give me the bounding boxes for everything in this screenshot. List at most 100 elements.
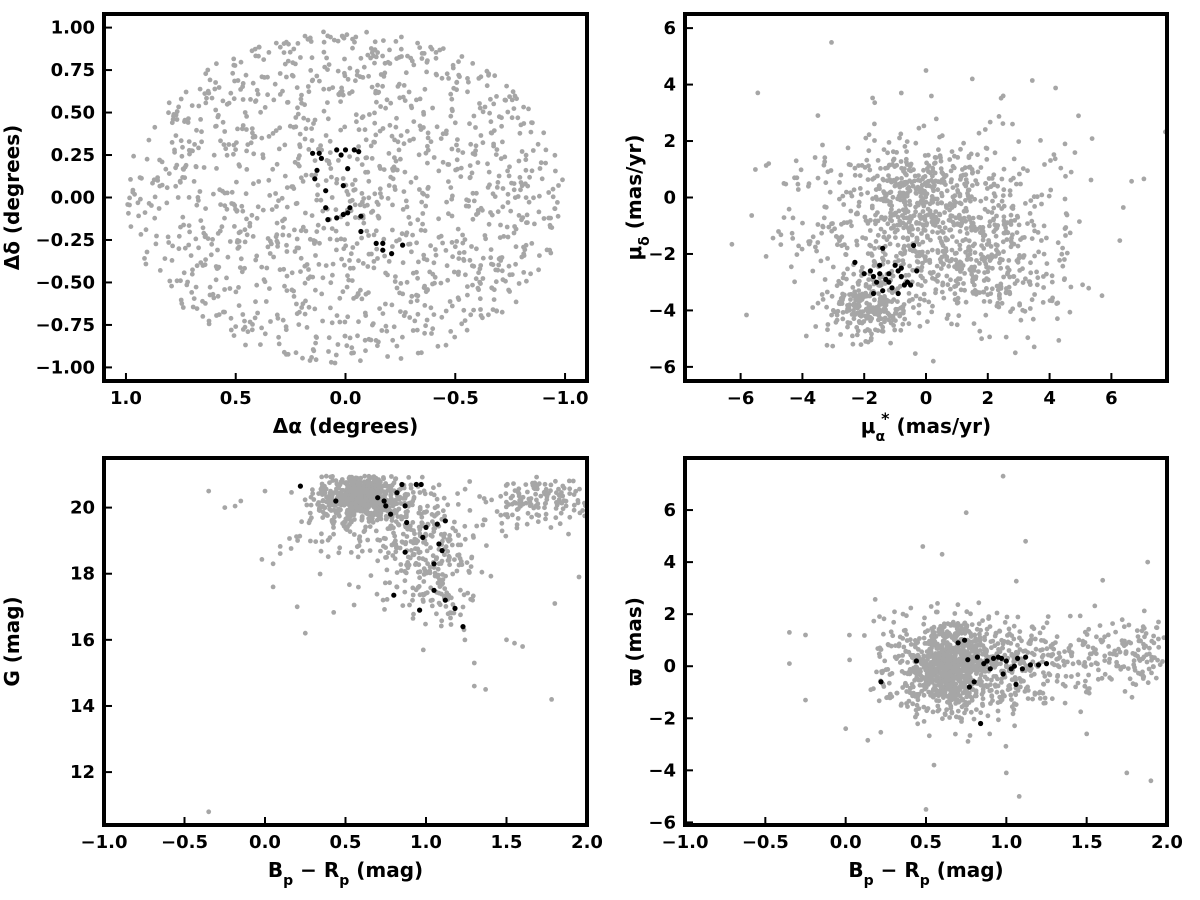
field-point: [216, 312, 222, 317]
field-point: [965, 650, 971, 656]
field-point: [333, 228, 339, 234]
field-point: [911, 305, 916, 310]
field-point: [149, 203, 154, 208]
field-point: [222, 190, 228, 196]
field-point: [444, 263, 450, 269]
member-point: [880, 288, 886, 294]
field-point: [1017, 301, 1022, 307]
field-point: [1038, 138, 1043, 143]
field-point: [281, 266, 287, 272]
field-point: [125, 202, 131, 207]
field-point: [284, 242, 289, 248]
x-tick-label: 2: [982, 388, 995, 409]
field-point: [321, 49, 327, 55]
field-point: [155, 175, 161, 181]
field-point: [404, 230, 410, 236]
field-point: [968, 256, 974, 262]
field-point: [521, 104, 526, 110]
field-point: [382, 253, 387, 259]
field-point: [495, 267, 501, 273]
field-point: [437, 47, 443, 53]
field-point: [326, 349, 331, 354]
field-point: [348, 550, 354, 555]
field-point: [987, 688, 993, 694]
field-point: [543, 147, 549, 153]
field-point: [502, 154, 508, 160]
field-point: [326, 502, 332, 508]
field-point: [242, 227, 248, 233]
field-point: [967, 668, 973, 674]
field-point: [483, 687, 488, 692]
field-point: [193, 236, 199, 242]
field-point: [869, 331, 874, 337]
field-point: [345, 515, 351, 521]
field-point: [425, 130, 431, 136]
field-point: [995, 700, 1001, 705]
field-point: [981, 233, 986, 239]
field-point: [433, 247, 438, 252]
field-point: [896, 258, 901, 263]
field-point: [834, 312, 840, 318]
field-point: [510, 89, 516, 95]
field-point: [255, 91, 261, 97]
field-point: [273, 40, 279, 46]
field-point: [535, 519, 541, 525]
field-point: [359, 514, 365, 519]
field-point: [958, 680, 964, 686]
field-point: [514, 522, 520, 528]
field-point: [477, 296, 483, 302]
field-point: [307, 358, 313, 363]
field-point: [977, 641, 983, 647]
field-point: [381, 38, 386, 43]
member-point: [423, 524, 429, 531]
field-point: [356, 584, 361, 590]
field-point: [925, 235, 930, 240]
field-point: [470, 216, 476, 222]
field-point: [923, 258, 929, 263]
field-point: [929, 197, 935, 203]
field-point: [368, 573, 374, 578]
field-point: [536, 481, 542, 487]
field-point: [553, 515, 559, 521]
field-point: [277, 44, 283, 50]
field-point: [1054, 678, 1060, 684]
field-point: [860, 295, 865, 301]
field-point: [840, 310, 846, 315]
y-tick-label: 0.00: [51, 188, 95, 209]
field-point: [485, 185, 491, 190]
field-point: [431, 492, 437, 498]
field-point: [368, 143, 374, 149]
series-field: [125, 29, 565, 366]
field-point: [536, 267, 541, 273]
field-point: [342, 237, 347, 243]
field-point: [260, 152, 266, 158]
field-point: [347, 478, 353, 484]
field-point: [863, 339, 869, 344]
field-point: [916, 242, 922, 247]
field-point: [316, 262, 322, 267]
field-point: [845, 324, 850, 330]
field-point: [1064, 212, 1070, 218]
field-point: [498, 258, 504, 263]
field-point: [837, 236, 843, 242]
field-point: [888, 340, 893, 346]
field-point: [1055, 316, 1060, 322]
field-point: [374, 500, 380, 505]
member-point: [852, 259, 858, 265]
field-point: [983, 181, 988, 186]
field-point: [496, 173, 502, 179]
field-point: [454, 80, 460, 85]
field-point: [824, 342, 830, 348]
field-point: [371, 139, 377, 145]
field-point: [858, 191, 864, 197]
field-point: [302, 311, 308, 317]
field-point: [448, 113, 454, 119]
field-point: [978, 710, 984, 716]
field-point: [356, 258, 361, 264]
field-point: [371, 493, 377, 499]
field-point: [242, 265, 248, 271]
field-point: [298, 96, 304, 102]
field-point: [403, 541, 408, 547]
field-point: [378, 191, 383, 196]
